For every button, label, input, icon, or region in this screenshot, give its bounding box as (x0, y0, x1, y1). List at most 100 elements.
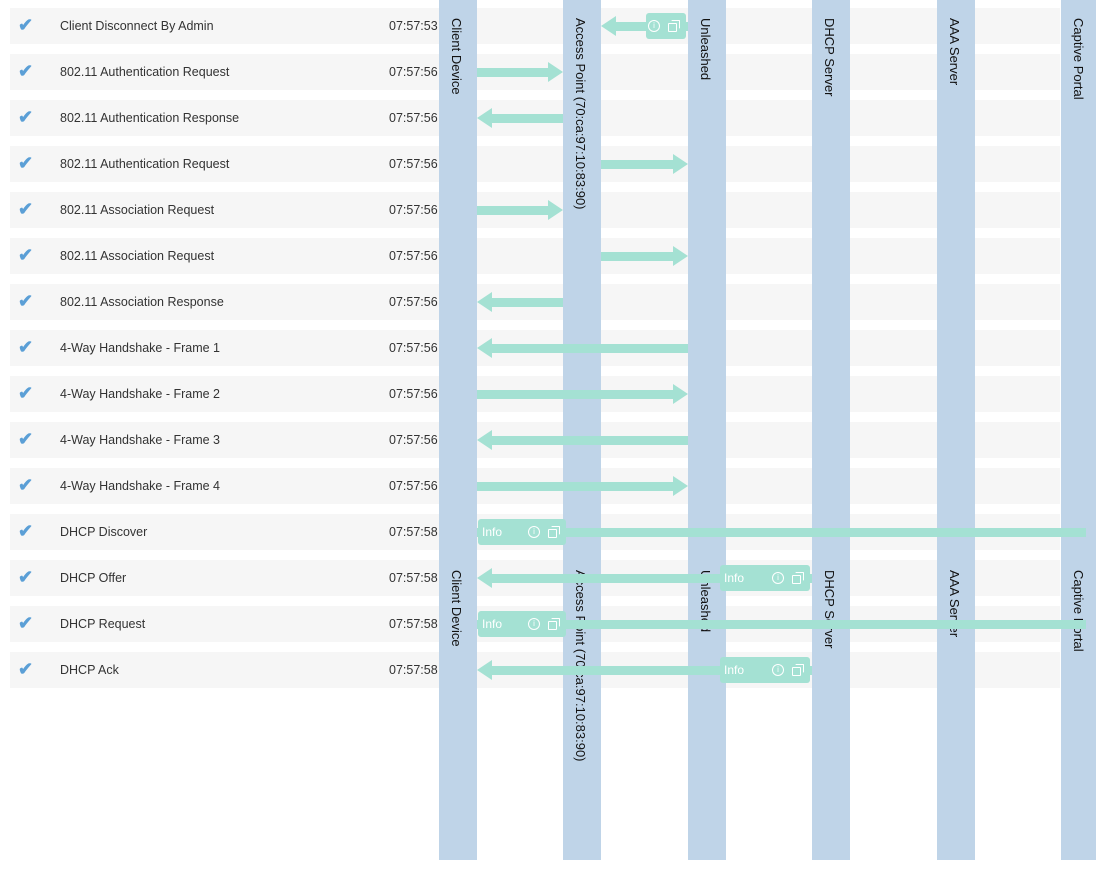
lane-column: AAA Server AAA Server (937, 0, 975, 860)
copy-icon[interactable] (792, 664, 804, 676)
event-label: 802.11 Association Request (60, 249, 215, 263)
check-icon: ✔ (18, 337, 34, 357)
copy-icon[interactable] (548, 618, 560, 630)
event-label: 802.11 Authentication Request (60, 65, 230, 79)
info-icon[interactable]: i (772, 664, 784, 676)
message-arrow (477, 389, 673, 399)
lane-label: Unleashed (698, 570, 713, 633)
message-arrow (492, 297, 563, 307)
info-label: Info (482, 617, 503, 631)
event-row[interactable]: ✔ 802.11 Authentication Request 07:57:56 (10, 146, 1060, 182)
event-label: 4-Way Handshake - Frame 3 (60, 433, 221, 447)
check-icon: ✔ (18, 199, 34, 219)
message-arrow (601, 251, 673, 261)
info-icon[interactable]: i (772, 572, 784, 584)
lane-column: Unleashed Unleashed (688, 0, 726, 860)
event-time: 07:57:56 (389, 203, 438, 217)
check-icon: ✔ (18, 107, 34, 127)
event-time: 07:57:58 (389, 571, 438, 585)
info-label: Info (482, 525, 503, 539)
event-row[interactable]: ✔ Client Disconnect By Admin 07:57:53 (10, 8, 1060, 44)
event-time: 07:57:58 (389, 663, 438, 677)
event-label: DHCP Ack (60, 663, 119, 677)
arrow-head (477, 568, 492, 588)
info-icon[interactable]: i (528, 618, 540, 630)
message-arrow (477, 481, 673, 491)
info-badge[interactable]: Info i (478, 611, 566, 637)
copy-icon[interactable] (548, 526, 560, 538)
info-badge[interactable]: i (646, 13, 686, 39)
arrow-head (477, 338, 492, 358)
event-label: 4-Way Handshake - Frame 2 (60, 387, 221, 401)
lane-label: Client Device (449, 18, 464, 95)
info-badge[interactable]: Info i (720, 565, 810, 591)
lane-label: DHCP Server (822, 570, 837, 649)
lane-column: DHCP Server DHCP Server (812, 0, 850, 860)
message-arrow (477, 527, 1086, 537)
event-time: 07:57:56 (389, 387, 438, 401)
message-arrow (492, 665, 812, 675)
arrow-head (673, 476, 688, 496)
copy-icon[interactable] (792, 572, 804, 584)
lane-label: Captive Portal (1071, 570, 1086, 652)
check-icon: ✔ (18, 15, 34, 35)
event-time: 07:57:56 (389, 157, 438, 171)
info-badge[interactable]: Info i (478, 519, 566, 545)
lane-label: AAA Server (947, 18, 962, 86)
check-icon: ✔ (18, 475, 34, 495)
event-time: 07:57:58 (389, 617, 438, 631)
arrow-head (477, 292, 492, 312)
lane-label: Client Device (449, 570, 464, 647)
event-label: Client Disconnect By Admin (60, 19, 214, 33)
info-icon[interactable]: i (528, 526, 540, 538)
check-icon: ✔ (18, 429, 34, 449)
check-icon: ✔ (18, 291, 34, 311)
event-row[interactable]: ✔ 802.11 Association Request 07:57:56 (10, 238, 1060, 274)
event-time: 07:57:56 (389, 433, 438, 447)
event-time: 07:57:53 (389, 19, 438, 33)
event-row[interactable]: ✔ 802.11 Authentication Request 07:57:56 (10, 54, 1060, 90)
event-label: 802.11 Authentication Response (60, 111, 240, 125)
arrow-head (673, 154, 688, 174)
info-icon[interactable]: i (648, 20, 660, 32)
message-arrow (492, 113, 563, 123)
event-label: 4-Way Handshake - Frame 1 (60, 341, 221, 355)
check-icon: ✔ (18, 153, 34, 173)
check-icon: ✔ (18, 245, 34, 265)
copy-icon[interactable] (668, 20, 680, 32)
info-badge[interactable]: Info i (720, 657, 810, 683)
lane-column: Captive Portal Captive Portal (1061, 0, 1096, 860)
lane-column: Client Device Client Device (439, 0, 477, 860)
event-time: 07:57:56 (389, 341, 438, 355)
check-icon: ✔ (18, 383, 34, 403)
message-arrow (492, 435, 688, 445)
event-time: 07:57:56 (389, 111, 438, 125)
check-icon: ✔ (18, 567, 34, 587)
arrow-head (477, 430, 492, 450)
message-arrow (477, 205, 548, 215)
arrow-head (673, 384, 688, 404)
event-label: 802.11 Association Request (60, 203, 215, 217)
check-icon: ✔ (18, 659, 34, 679)
arrow-head (477, 660, 492, 680)
event-label: 4-Way Handshake - Frame 4 (60, 479, 221, 493)
event-label: DHCP Request (60, 617, 146, 631)
message-arrow (492, 573, 812, 583)
event-time: 07:57:56 (389, 479, 438, 493)
message-arrow (477, 619, 1086, 629)
check-icon: ✔ (18, 613, 34, 633)
message-arrow (477, 67, 548, 77)
info-label: Info (724, 663, 745, 677)
event-time: 07:57:56 (389, 249, 438, 263)
lane-label: Unleashed (698, 18, 713, 81)
event-time: 07:57:56 (389, 65, 438, 79)
event-label: 802.11 Association Response (60, 295, 224, 309)
message-arrow (601, 159, 673, 169)
message-arrow (492, 343, 688, 353)
lane-label: Captive Portal (1071, 18, 1086, 100)
lane-column: Access Point (70:ca:97:10:83:90) Access P… (563, 0, 601, 860)
lane-label: Access Point (70:ca:97:10:83:90) (573, 18, 588, 210)
arrow-head (477, 108, 492, 128)
event-time: 07:57:56 (389, 295, 438, 309)
event-label: DHCP Discover (60, 525, 148, 539)
